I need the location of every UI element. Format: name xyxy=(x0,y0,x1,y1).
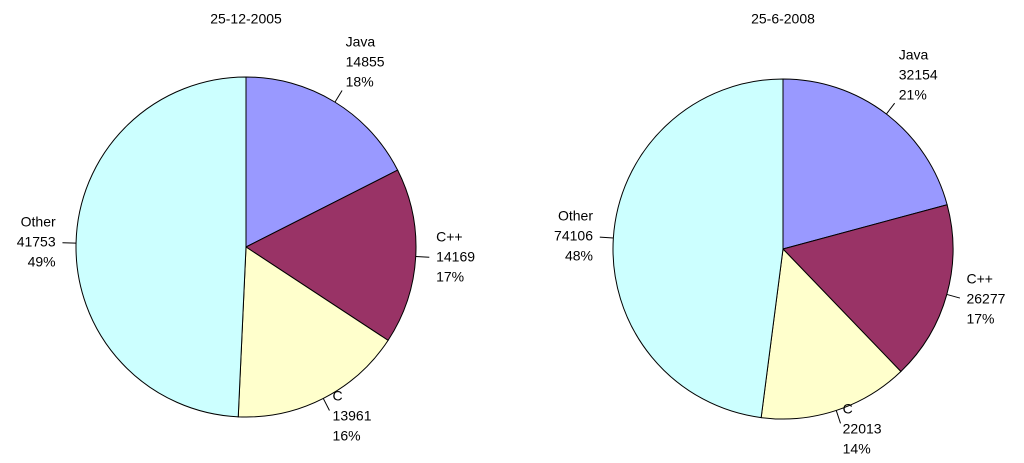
slice-value: 22013 xyxy=(843,421,882,437)
pie-slice xyxy=(75,76,247,418)
slice-label: C++ xyxy=(436,228,462,244)
leader-line xyxy=(946,293,961,299)
slice-label: Other xyxy=(558,207,593,223)
leader-line xyxy=(415,256,430,258)
pie-slice xyxy=(612,78,784,419)
leader-line xyxy=(835,410,841,424)
slice-percent: 17% xyxy=(966,311,994,327)
chart-title: 25-6-2008 xyxy=(751,11,815,27)
slice-label: Java xyxy=(899,47,929,63)
slice-percent: 49% xyxy=(28,253,56,269)
slice-label: Java xyxy=(346,33,376,49)
chart-title: 25-12-2005 xyxy=(210,11,282,27)
slice-percent: 16% xyxy=(333,427,361,443)
slice-label: C xyxy=(333,387,343,403)
slice-label: C++ xyxy=(966,271,992,287)
slice-value: 41753 xyxy=(17,233,56,249)
slice-percent: 14% xyxy=(843,441,871,457)
slice-percent: 21% xyxy=(899,87,927,103)
leader-line xyxy=(599,236,614,239)
slice-percent: 48% xyxy=(565,247,593,263)
slice-percent: 18% xyxy=(346,73,374,89)
pie-slice xyxy=(782,204,954,373)
slice-value: 14855 xyxy=(346,53,385,69)
slice-label: Other xyxy=(21,213,56,229)
leader-line xyxy=(885,102,896,115)
slice-value: 74106 xyxy=(554,227,593,243)
slice-label: C xyxy=(843,401,853,417)
slice-value: 14169 xyxy=(436,248,475,264)
slice-value: 32154 xyxy=(899,67,938,83)
pie-slice xyxy=(782,78,948,250)
slice-value: 13961 xyxy=(333,407,372,423)
slice-percent: 17% xyxy=(436,268,464,284)
leader-line xyxy=(322,398,330,411)
pie-slice xyxy=(760,247,902,420)
pie-slice xyxy=(237,246,389,418)
leader-line xyxy=(334,90,343,103)
slice-value: 26277 xyxy=(966,291,1005,307)
pie-slice xyxy=(245,169,417,342)
